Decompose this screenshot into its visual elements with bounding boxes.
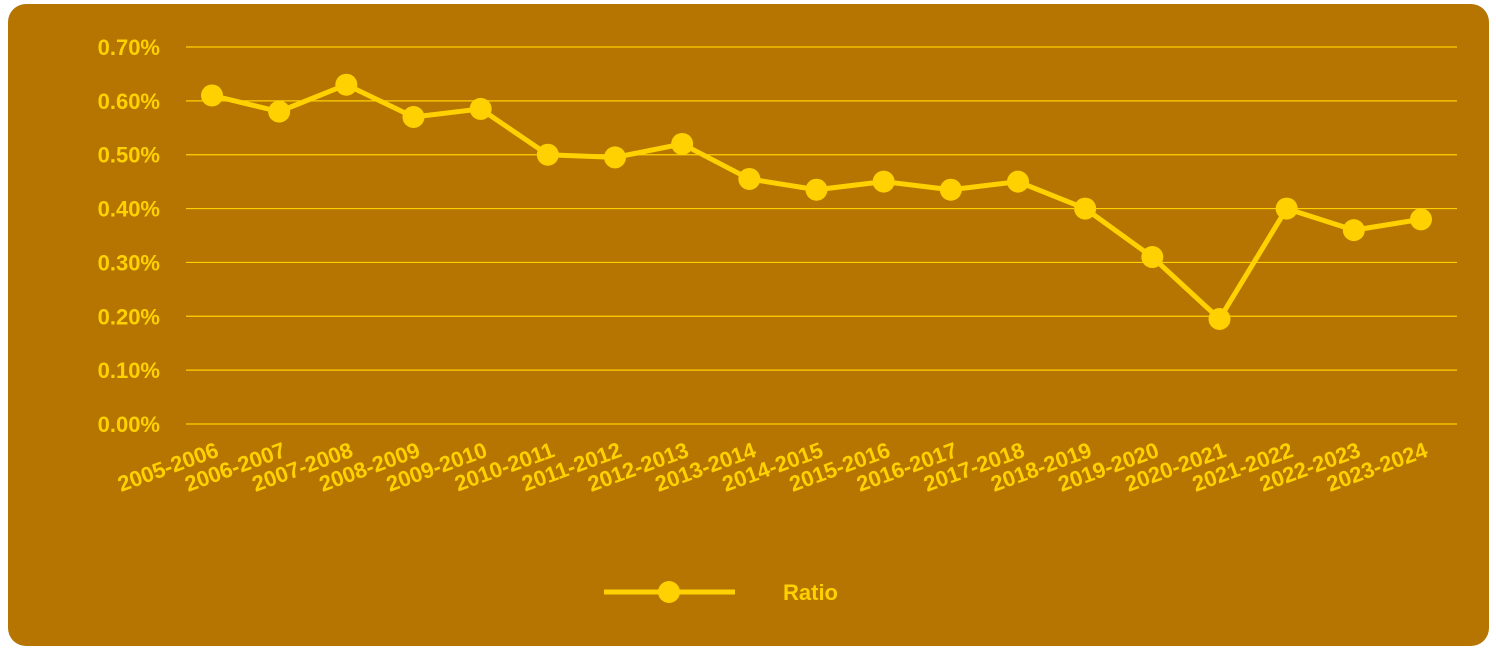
data-point	[872, 170, 895, 193]
y-tick-label: 0.20%	[98, 304, 160, 329]
y-tick-label: 0.30%	[98, 250, 160, 275]
series-ratio	[201, 73, 1432, 330]
data-point	[939, 178, 962, 201]
y-axis-ticks: 0.00% 0.10% 0.20% 0.30% 0.40% 0.50% 0.60% 0.70%	[98, 35, 160, 437]
data-point	[402, 106, 425, 129]
data-point	[671, 132, 694, 155]
gridlines	[186, 46, 1457, 425]
line-chart: 0.00% 0.10% 0.20% 0.30% 0.40% 0.50% 0.60% 0.70%…	[98, 35, 1457, 605]
data-point	[805, 178, 828, 201]
data-point	[1208, 307, 1231, 330]
data-point	[1410, 208, 1432, 231]
y-tick-label: 0.50%	[98, 143, 160, 168]
y-tick-label: 0.70%	[98, 35, 160, 60]
y-tick-label: 0.40%	[98, 197, 160, 222]
x-axis-ticks: 2005-20062006-20072007-20082008-20092009…	[114, 437, 1431, 497]
series-line	[211, 82, 1422, 322]
data-point	[1074, 197, 1097, 220]
data-point	[268, 100, 291, 123]
y-tick-label: 0.10%	[98, 358, 160, 383]
data-point	[604, 146, 626, 169]
data-point	[1342, 219, 1365, 242]
data-point	[536, 143, 559, 166]
y-tick-label: 0.00%	[98, 412, 160, 437]
data-point	[738, 167, 761, 190]
data-point	[1007, 170, 1029, 193]
legend: Ratio	[604, 580, 838, 605]
data-point	[201, 84, 223, 107]
data-point	[1275, 197, 1298, 220]
data-point	[469, 97, 492, 120]
legend-label-ratio: Ratio	[783, 580, 838, 605]
y-tick-label: 0.60%	[98, 89, 160, 114]
legend-marker	[658, 581, 680, 603]
data-point	[1141, 246, 1164, 269]
chart-card: 0.00% 0.10% 0.20% 0.30% 0.40% 0.50% 0.60% 0.70%…	[8, 4, 1489, 646]
data-point	[335, 73, 358, 96]
